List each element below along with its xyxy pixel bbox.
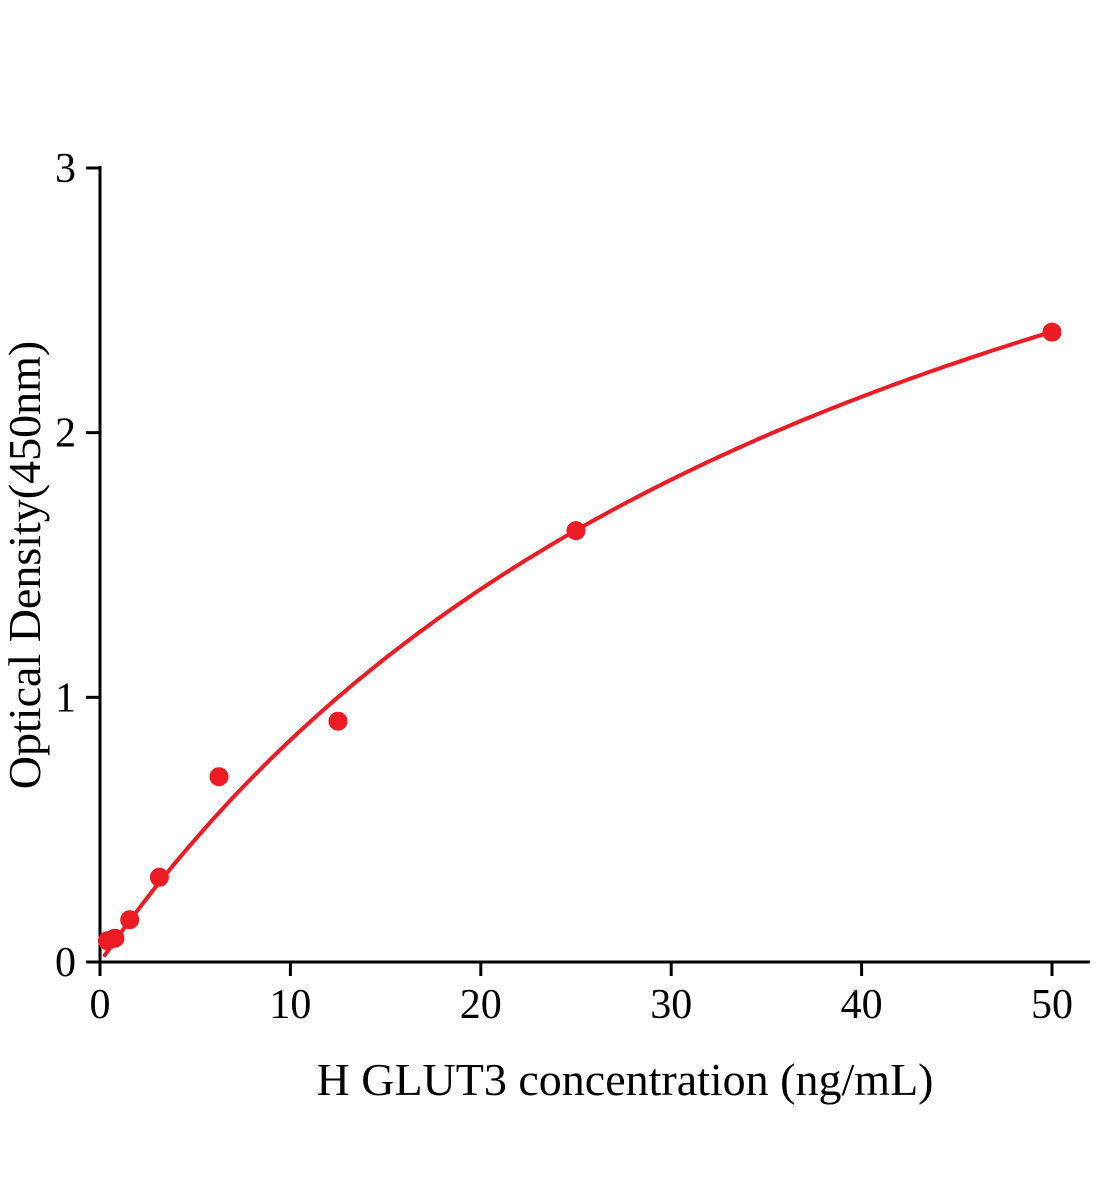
y-tick-label-0: 0	[55, 940, 76, 986]
y-axis-title: Optical Density(450nm)	[0, 341, 50, 789]
x-tick-label-1: 10	[269, 982, 311, 1028]
data-point-6	[566, 521, 586, 541]
data-point-3	[149, 867, 169, 887]
data-point-4	[209, 767, 229, 787]
y-tick-label-2: 2	[55, 411, 76, 457]
x-tick-label-4: 40	[841, 982, 883, 1028]
plot-area: 0 10 20 30 40 50 0 1 2 3	[55, 146, 1090, 1028]
y-tick-label-3: 3	[55, 146, 76, 192]
x-tick-label-3: 30	[650, 982, 692, 1028]
y-tick-label-1: 1	[55, 675, 76, 721]
data-point-7	[1042, 322, 1062, 342]
x-axis-title: H GLUT3 concentration (ng/mL)	[317, 1054, 934, 1105]
fit-curve	[102, 329, 1054, 958]
data-point-1	[105, 928, 125, 948]
x-tick-label-2: 20	[460, 982, 502, 1028]
x-tick-label-5: 50	[1031, 982, 1073, 1028]
data-point-5	[328, 711, 348, 731]
data-point-2	[120, 910, 140, 930]
x-tick-label-0: 0	[90, 982, 111, 1028]
